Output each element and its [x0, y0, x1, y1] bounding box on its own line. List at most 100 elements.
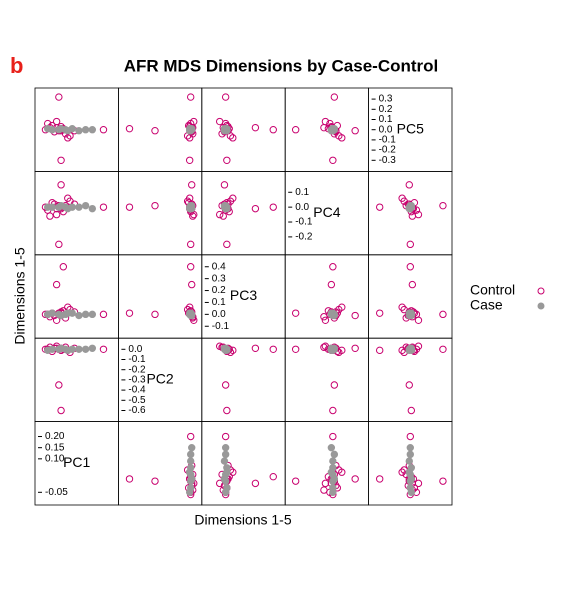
variable-name: PC1 — [63, 454, 90, 470]
point — [220, 181, 229, 189]
point — [291, 477, 300, 485]
point — [251, 344, 260, 352]
point — [398, 303, 406, 311]
point — [185, 204, 194, 213]
point — [88, 344, 97, 352]
point — [327, 346, 336, 355]
tick-label: -0.1 — [212, 321, 230, 332]
point — [52, 210, 61, 219]
panel — [284, 254, 370, 339]
y-axis-label: Dimensions 1-5 — [12, 247, 28, 344]
point — [251, 123, 260, 132]
point — [220, 457, 229, 465]
point — [439, 345, 447, 353]
point — [223, 156, 231, 165]
point — [329, 156, 337, 165]
point — [351, 311, 359, 320]
variable-name: PC2 — [146, 371, 173, 387]
point — [216, 210, 224, 219]
tick-label: -0.1 — [128, 354, 146, 365]
point — [223, 240, 231, 249]
point — [223, 204, 231, 213]
point — [125, 309, 134, 317]
point — [88, 310, 97, 319]
tick-label: 0.0 — [212, 309, 226, 320]
point — [220, 475, 229, 483]
tick-label: -0.3 — [379, 155, 397, 166]
point — [81, 201, 90, 210]
point — [55, 381, 63, 389]
point — [405, 381, 413, 389]
point — [43, 203, 52, 211]
panel — [118, 254, 203, 339]
point — [398, 194, 406, 202]
tick-label: -0.2 — [295, 232, 313, 243]
point — [75, 345, 83, 353]
point — [57, 344, 65, 352]
point — [59, 263, 68, 271]
point — [64, 127, 72, 135]
panel — [201, 170, 286, 256]
point — [75, 203, 83, 211]
point — [43, 346, 52, 355]
point — [327, 468, 336, 476]
tick-label: -0.5 — [128, 395, 146, 406]
panel — [201, 421, 286, 506]
point — [405, 346, 413, 355]
variable-name: PC3 — [230, 287, 257, 303]
tick-label: 0.20 — [45, 431, 65, 442]
chart-title: AFR MDS Dimensions by Case-Control — [124, 56, 439, 75]
tick-label: -0.2 — [128, 364, 146, 375]
point — [330, 450, 339, 459]
tick-label: 0.3 — [379, 94, 393, 105]
point — [221, 488, 230, 497]
point — [151, 310, 159, 319]
point — [99, 203, 108, 211]
point — [321, 316, 330, 324]
point — [405, 181, 413, 189]
point — [338, 134, 346, 142]
tick-label: -0.4 — [128, 385, 146, 396]
tick-label: 0.10 — [45, 453, 65, 464]
point — [223, 406, 231, 415]
point — [398, 346, 406, 355]
legend-symbol — [537, 287, 545, 295]
point — [188, 181, 196, 189]
panel — [368, 421, 453, 506]
point — [351, 475, 359, 483]
point — [81, 345, 90, 353]
point — [291, 126, 300, 134]
point — [376, 346, 384, 355]
point — [338, 468, 346, 476]
point — [405, 309, 413, 317]
point — [75, 311, 83, 320]
point — [223, 346, 231, 355]
point — [221, 381, 230, 389]
point — [64, 134, 72, 142]
tick-label: 0.3 — [212, 273, 226, 284]
point — [188, 475, 196, 483]
point — [320, 343, 328, 351]
point — [57, 311, 65, 320]
panel — [201, 87, 286, 172]
point — [269, 203, 277, 211]
point — [229, 134, 237, 142]
point — [151, 127, 159, 135]
point — [185, 468, 194, 476]
point — [187, 457, 195, 465]
point — [408, 280, 417, 289]
point — [221, 450, 230, 459]
tick-label: 0.0 — [295, 202, 309, 213]
point — [269, 126, 277, 134]
point — [187, 263, 195, 271]
point — [187, 450, 195, 459]
point — [99, 310, 108, 319]
point — [64, 204, 72, 213]
panel — [34, 254, 119, 339]
point — [221, 443, 230, 452]
point — [269, 345, 277, 353]
point — [52, 117, 61, 126]
tick-label: -0.6 — [128, 405, 146, 416]
point — [57, 406, 65, 415]
point — [320, 123, 328, 132]
